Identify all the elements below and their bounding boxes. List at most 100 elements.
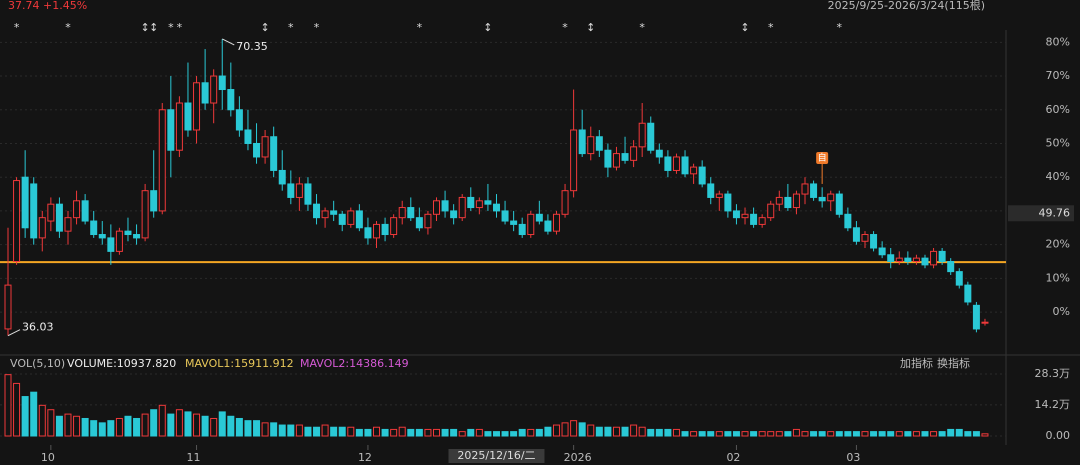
volume-bar bbox=[450, 428, 458, 437]
volume-bar bbox=[398, 426, 406, 437]
volume-bar bbox=[321, 424, 329, 437]
candle-body bbox=[244, 129, 252, 144]
candle-body bbox=[552, 213, 560, 232]
y-tick-label: 40% bbox=[1046, 170, 1070, 183]
volume-bar bbox=[570, 420, 578, 437]
candle-body bbox=[38, 217, 46, 239]
y-tick-label: 80% bbox=[1046, 35, 1070, 48]
volume-bar bbox=[424, 428, 432, 437]
tool-button[interactable]: 加指标 bbox=[900, 356, 933, 370]
volume-bar bbox=[724, 431, 732, 437]
candle-body bbox=[938, 250, 946, 263]
event-marker: ↕ bbox=[149, 21, 158, 34]
candle-body bbox=[218, 75, 226, 91]
volume-bar bbox=[492, 431, 500, 437]
price-change: 37.74 +1.45% bbox=[8, 0, 87, 12]
volume-bar bbox=[741, 431, 749, 437]
candle-body bbox=[570, 129, 578, 192]
candle-body bbox=[810, 183, 818, 198]
volume-bar bbox=[38, 404, 46, 437]
volume-bar bbox=[621, 426, 629, 437]
volume-bar bbox=[21, 396, 29, 437]
high-label: 70.35 bbox=[236, 40, 268, 53]
volume-bar bbox=[887, 431, 895, 437]
volume-bar bbox=[373, 426, 381, 437]
badge-label: 自 bbox=[818, 151, 827, 163]
candle-body bbox=[355, 210, 363, 229]
volume-bar bbox=[912, 431, 920, 437]
volume-bar bbox=[501, 431, 509, 437]
volume-bar bbox=[955, 428, 963, 437]
low-label: 36.03 bbox=[22, 321, 54, 334]
volume-bar bbox=[475, 428, 483, 437]
candle-body bbox=[930, 250, 938, 266]
candle-body bbox=[741, 213, 749, 219]
volume-bar bbox=[90, 420, 98, 437]
candle-body bbox=[518, 223, 526, 236]
candle-body bbox=[912, 257, 920, 262]
candle-body bbox=[390, 217, 398, 236]
x-tick-label: 12 bbox=[358, 451, 372, 464]
volume-bar bbox=[150, 409, 158, 437]
candle-body bbox=[107, 237, 115, 252]
vol-mavol1: MAVOL1:15911.912 bbox=[185, 357, 294, 370]
candle-body bbox=[193, 82, 201, 131]
candle-body bbox=[150, 190, 158, 212]
volume-bar bbox=[218, 411, 226, 437]
candle-body bbox=[321, 210, 329, 219]
volume-bar bbox=[938, 431, 946, 437]
volume-bar bbox=[133, 417, 141, 437]
volume-bar bbox=[201, 415, 209, 437]
volume-bar bbox=[818, 431, 826, 437]
candle-body bbox=[964, 284, 972, 303]
candle-body bbox=[750, 213, 758, 225]
candle-body bbox=[458, 196, 466, 219]
volume-bar bbox=[784, 431, 792, 437]
volume-bar bbox=[707, 431, 715, 437]
candle-body bbox=[4, 284, 12, 330]
volume-bar bbox=[792, 428, 800, 437]
candle-body bbox=[878, 247, 886, 256]
volume-bar bbox=[107, 420, 115, 437]
candle-body bbox=[270, 136, 278, 171]
candle-body bbox=[861, 234, 869, 242]
volume-bar bbox=[664, 428, 672, 437]
candle-body bbox=[278, 169, 286, 185]
volume-bar bbox=[115, 417, 123, 437]
volume-bar bbox=[227, 415, 235, 437]
tool-button[interactable]: 换指标 bbox=[937, 356, 970, 370]
candle-body bbox=[972, 304, 980, 330]
y-tick-label: 10% bbox=[1046, 271, 1070, 284]
candle-body bbox=[767, 203, 775, 219]
candle-body bbox=[715, 193, 723, 198]
volume-bar bbox=[347, 426, 355, 437]
candle-body bbox=[253, 142, 261, 158]
volume-bar bbox=[698, 431, 706, 437]
volume-bar bbox=[13, 382, 21, 437]
candle-body bbox=[870, 234, 878, 249]
volume-bar bbox=[587, 424, 595, 437]
event-marker: * bbox=[177, 21, 183, 34]
candle-body bbox=[433, 200, 440, 215]
candle-body bbox=[441, 200, 449, 212]
candle-body bbox=[347, 210, 355, 225]
volume-bar bbox=[304, 426, 312, 437]
candle-body bbox=[398, 207, 406, 219]
volume-bar bbox=[467, 428, 475, 437]
candle-body bbox=[510, 220, 518, 225]
volume-bar bbox=[510, 431, 518, 437]
volume-bar bbox=[561, 422, 569, 437]
candle-body bbox=[115, 230, 123, 252]
volume-bar bbox=[750, 431, 758, 437]
volume-bar bbox=[55, 415, 63, 437]
candle-body bbox=[527, 213, 535, 236]
candle-body bbox=[604, 149, 612, 168]
volume-bar bbox=[364, 428, 372, 437]
volume-bar bbox=[338, 426, 346, 437]
volume-bar bbox=[801, 431, 809, 437]
volume-bar bbox=[930, 431, 938, 437]
volume-bar bbox=[878, 431, 886, 437]
y-tick-label: 50% bbox=[1046, 136, 1070, 149]
